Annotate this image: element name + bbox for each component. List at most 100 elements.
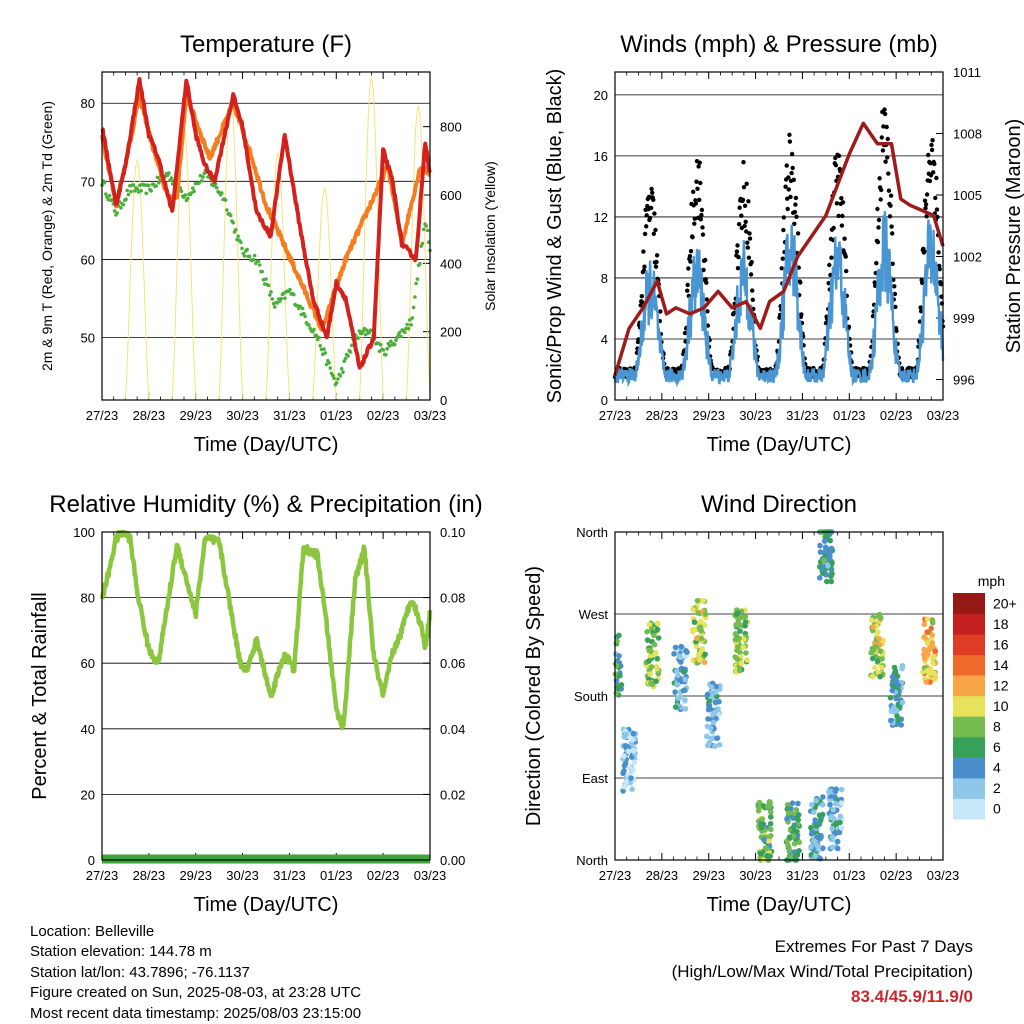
direction-point (616, 653, 622, 659)
direction-point (712, 743, 718, 749)
dewpoint-point (273, 305, 277, 309)
colorbar-title: mph (978, 573, 1005, 589)
rh-x-tick-label: 31/23 (273, 868, 306, 883)
gust-point (685, 288, 690, 293)
gust-point (653, 264, 659, 269)
dir-title: Wind Direction (701, 491, 857, 518)
rh-y2-tick-label: 0.00 (440, 853, 465, 868)
rh-x-tick-label: 30/23 (226, 868, 259, 883)
direction-point (821, 538, 828, 544)
direction-point (655, 635, 662, 641)
direction-point (829, 571, 835, 577)
direction-point (768, 814, 774, 820)
gust-point (799, 312, 804, 317)
dewpoint-point (154, 184, 158, 188)
station-info: Location: Belleville Station elevation: … (30, 922, 361, 1024)
direction-point (761, 836, 767, 843)
colorbar-label: 16 (993, 636, 1009, 652)
direction-point (625, 748, 632, 755)
dewpoint-point (332, 376, 336, 381)
direction-point (678, 643, 684, 650)
dewpoint-point (343, 356, 348, 361)
gust-point (888, 203, 893, 208)
dir-x-label: Time (Day/UTC) (707, 894, 852, 916)
gust-point (798, 280, 803, 285)
direction-point (628, 754, 635, 760)
direction-point (808, 824, 814, 831)
temp-y2-tick-label: 200 (440, 325, 462, 340)
dewpoint-point (192, 189, 196, 193)
dewpoint-point (201, 175, 205, 179)
gust-point (935, 214, 940, 220)
dir-x-tick-label: 27/23 (599, 868, 632, 883)
dewpoint-point (242, 254, 247, 258)
dewpoint-point (228, 213, 233, 218)
dewpoint-point (338, 374, 343, 378)
direction-point (833, 821, 840, 827)
gust-point (703, 277, 708, 282)
gust-point (785, 196, 790, 201)
dewpoint-point (300, 306, 305, 311)
gust-point (881, 124, 886, 129)
direction-point (712, 689, 719, 696)
dewpoint-point (414, 281, 418, 286)
direction-point (888, 717, 894, 724)
temp-x-tick-label: 02/23 (367, 408, 400, 423)
dewpoint-point (377, 349, 382, 354)
dewpoint-point (411, 305, 416, 310)
gust-point (741, 185, 747, 190)
gust-point (876, 225, 881, 230)
gust-point (747, 236, 753, 241)
rh-y2-tick-label: 0.10 (440, 525, 465, 540)
dewpoint-point (197, 181, 201, 185)
dewpoint-point (121, 202, 126, 207)
direction-point (921, 621, 928, 628)
direction-point (872, 664, 878, 671)
dewpoint-point (307, 323, 311, 327)
direction-point (630, 747, 637, 754)
direction-point (838, 800, 845, 806)
gust-point (641, 249, 646, 254)
gust-point (892, 284, 897, 289)
direction-point (822, 534, 829, 540)
wind-x-tick-label: 29/23 (692, 408, 725, 423)
direction-point (675, 695, 681, 701)
direction-point (654, 620, 661, 627)
colorbar-swatch (953, 613, 985, 635)
wind-y-tick-label: 12 (594, 210, 608, 225)
direction-point (734, 622, 741, 628)
direction-point (785, 842, 791, 849)
direction-point (695, 610, 702, 616)
temperature-panel: 27/23 28/23 29/23 30/23 31/23 01/23 02/23 03/23… (39, 31, 498, 456)
direction-point (831, 794, 838, 800)
direction-point (868, 649, 874, 656)
extremes-title: Extremes For Past 7 Days (774, 937, 973, 956)
dewpoint-point (239, 240, 243, 245)
gust-point (934, 175, 939, 181)
gust-point (692, 221, 697, 226)
direction-point (870, 624, 876, 630)
gust-point (884, 124, 889, 130)
colorbar-label: 2 (993, 780, 1001, 796)
dewpoint-point (323, 351, 328, 355)
direction-point (672, 644, 679, 651)
colorbar-label: 0 (993, 801, 1001, 817)
gust-point (748, 272, 754, 277)
dir-plot-border (614, 531, 944, 861)
dewpoint-point (368, 328, 373, 333)
direction-point (707, 725, 714, 731)
direction-point (735, 644, 741, 650)
direction-point (628, 775, 634, 781)
gust-point (697, 160, 702, 165)
direction-point (759, 816, 766, 822)
direction-point (817, 817, 824, 824)
dewpoint-point (379, 343, 383, 347)
gust-point (923, 202, 929, 207)
dir-x-tick-label: 28/23 (646, 868, 679, 883)
dewpoint-point (183, 193, 188, 197)
direction-point (737, 628, 743, 634)
dewpoint-point (385, 347, 389, 351)
direction-point (676, 653, 683, 659)
direction-point (817, 855, 824, 862)
